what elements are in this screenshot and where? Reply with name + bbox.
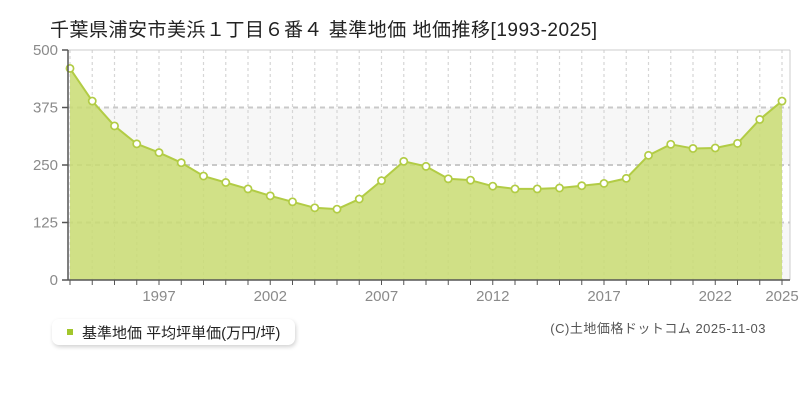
land-price-area-chart: 0 125 250 375 500 1997 2002 2007 2012 2017 2022 202… — [33, 42, 799, 305]
x-axis-label: 2017 — [587, 288, 620, 305]
plot-band — [68, 50, 790, 108]
data-point-2017 — [599, 178, 609, 188]
data-point-2000 — [221, 178, 231, 187]
data-point-1999 — [199, 171, 208, 181]
data-point-2022 — [710, 143, 720, 153]
data-point-2019 — [644, 150, 653, 160]
data-point-2007 — [377, 176, 386, 186]
y-axis-label: 500 — [33, 42, 58, 59]
price-area-fill — [70, 68, 782, 281]
x-axis-label: 2022 — [699, 288, 732, 305]
data-point-1995 — [110, 121, 119, 131]
y-axis-label: 125 — [33, 215, 58, 232]
data-point-2023 — [733, 138, 742, 148]
y-axis-label: 250 — [33, 157, 58, 174]
data-point-2006 — [354, 194, 364, 204]
x-axis-label: 2007 — [365, 288, 398, 305]
data-point-2001 — [243, 184, 253, 194]
data-point-2008 — [399, 156, 409, 166]
data-point-2020 — [666, 139, 676, 149]
data-point-2010 — [443, 174, 453, 184]
data-point-2005 — [332, 204, 342, 214]
data-point-2012 — [488, 181, 498, 191]
data-point-2003 — [288, 197, 297, 207]
data-point-2024 — [755, 115, 765, 124]
y-axis-label: 0 — [50, 272, 58, 289]
legend-label: 基準地価 平均坪単価(万円/坪) — [82, 324, 281, 342]
data-point-1996 — [132, 139, 142, 149]
x-axis-label: 2012 — [476, 288, 509, 305]
data-point-2013 — [510, 184, 520, 194]
data-point-2004 — [310, 203, 320, 213]
data-point-2025 — [777, 96, 787, 106]
data-point-2015 — [555, 183, 564, 193]
data-point-2016 — [577, 181, 587, 191]
legend: 基準地価 平均坪単価(万円/坪) — [52, 319, 296, 345]
data-point-2021 — [688, 143, 698, 153]
legend-marker-icon — [67, 329, 73, 335]
data-point-1997 — [154, 148, 164, 158]
x-axis-label: 1997 — [142, 288, 175, 305]
x-axis-label: 2002 — [254, 288, 287, 305]
data-point-2018 — [621, 173, 631, 183]
data-point-2014 — [532, 184, 542, 194]
data-point-1994 — [87, 96, 97, 106]
y-axis-label: 375 — [33, 100, 58, 117]
x-axis-label: 2025 — [765, 288, 798, 305]
data-point-2009 — [421, 161, 431, 171]
data-point-1998 — [176, 158, 186, 168]
page-title: 千葉県浦安市美浜１丁目６番４ 基準地価 地価推移[1993-2025] — [50, 20, 598, 41]
data-point-2002 — [265, 191, 275, 201]
data-point-2011 — [466, 175, 475, 185]
copyright-text: (C)土地価格ドットコム 2025-11-03 — [550, 321, 766, 336]
